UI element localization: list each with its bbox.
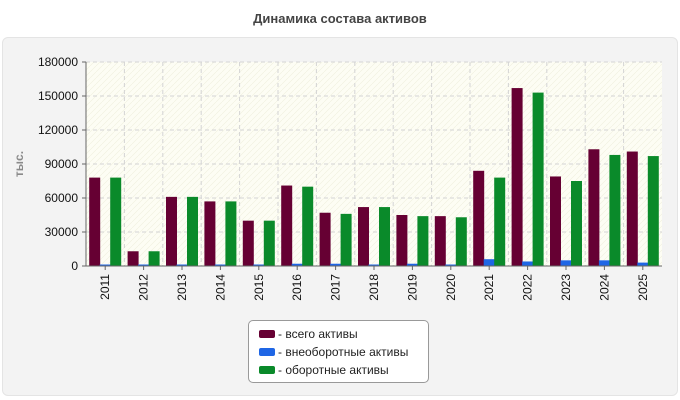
bar-1-2025 [626,151,638,266]
bar-3-2015 [263,220,275,266]
bar-2-2023 [560,260,572,266]
bar-1-2024 [588,149,600,266]
bar-2-2013 [176,264,188,266]
legend-label-current: - оборотные активы [278,363,389,377]
bar-1-2018 [358,207,369,266]
bar-3-2014 [225,201,237,266]
bar-3-2021 [494,177,506,266]
x-tick-label: 2012 [137,274,151,301]
bar-1-2015 [242,220,254,266]
x-tick-label: 2024 [597,274,611,301]
bar-3-2012 [148,251,160,266]
bar-3-2016 [302,186,314,266]
x-tick-label: 2011 [98,274,112,300]
x-tick-label: 2019 [405,274,419,301]
bar-1-2017 [319,212,331,266]
legend-item-total: - всего активы [259,325,428,343]
y-tick-label: 30000 [45,225,79,239]
bar-1-2021 [473,170,485,266]
bar-2-2020 [445,264,457,266]
bar-3-2023 [571,181,582,266]
bar-1-2020 [434,216,446,266]
x-tick-label: 2025 [636,274,650,301]
axes [82,61,662,270]
x-tick-label: 2013 [175,274,189,301]
bar-2-2015 [253,264,265,266]
chart-title: Динамика состава активов [253,11,427,26]
legend-swatch-noncurrent [259,348,275,356]
bar-1-2013 [166,196,177,266]
legend-swatch-current [259,366,275,374]
x-tick-label: 2020 [444,274,458,301]
x-tick-label: 2021 [482,274,496,301]
bar-2-2012 [138,264,150,266]
y-tick-label: 90000 [45,157,79,171]
y-tick-label: 180000 [38,55,78,69]
bar-1-2011 [89,177,101,266]
x-tick-label: 2016 [290,274,304,301]
legend-swatch-total [259,330,275,338]
y-tick-label: 60000 [45,191,79,205]
x-tick-label: 2015 [252,274,266,301]
legend-item-noncurrent: - внеоборотные активы [259,343,428,361]
bar-3-2017 [340,213,352,266]
legend-label-total: - всего активы [278,327,358,341]
y-tick-labels: 0 30000 60000 90000 120000 150000 180000 [38,55,78,273]
y-tick-label: 150000 [38,89,78,103]
bar-2-2014 [214,264,226,266]
bar-2-2021 [483,259,495,266]
bar-2-2025 [637,262,649,266]
grid-lines [86,61,662,266]
bar-1-2012 [127,251,139,266]
bar-3-2013 [187,196,198,266]
y-tick-label: 120000 [38,123,78,137]
bar-3-2024 [609,154,621,266]
bar-3-2020 [455,217,467,266]
x-tick-labels: 2011 2012 2013 2014 2015 2016 2017 2018 2019 2020… [98,274,650,301]
legend: - всего активы - внеоборотные активы - о… [248,320,429,383]
bar-3-2025 [647,156,659,266]
x-tick-label: 2022 [521,274,535,301]
x-tick-label: 2018 [367,274,381,301]
bar-3-2011 [110,177,122,266]
bars [89,88,659,266]
x-tick-label: 2023 [559,274,573,301]
x-tick-label: 2014 [213,274,227,301]
bar-2-2018 [368,264,380,266]
bar-1-2022 [511,88,523,266]
x-tick-label: 2017 [329,274,343,301]
legend-label-noncurrent: - внеоборотные активы [278,345,409,359]
bar-2-2022 [522,261,534,266]
y-axis-label: тыс. [12,151,26,177]
bar-1-2014 [204,201,216,266]
bar-3-2019 [417,216,429,266]
bar-2-2017 [330,263,342,266]
bar-3-2018 [379,207,390,266]
bar-2-2016 [291,263,303,266]
bar-3-2022 [532,92,544,266]
bar-1-2016 [281,185,293,266]
bar-1-2019 [396,215,408,266]
bar-2-2011 [99,264,111,266]
bar-1-2023 [550,176,561,266]
bar-2-2024 [598,260,610,266]
legend-item-current: - оборотные активы [259,361,428,379]
y-tick-label: 0 [71,259,78,273]
bar-2-2019 [406,263,418,266]
